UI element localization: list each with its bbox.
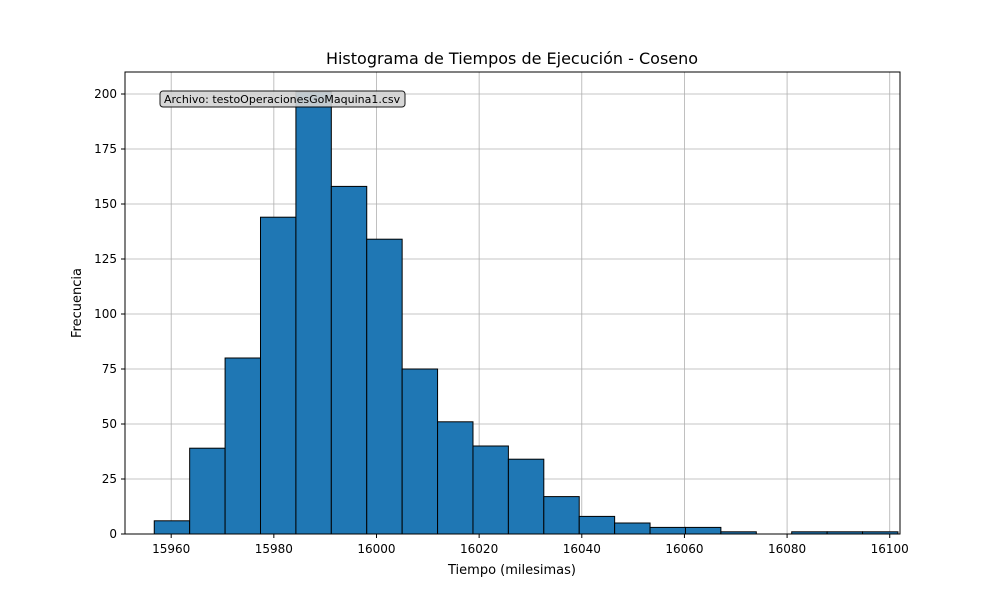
y-tick-label: 100 xyxy=(94,307,117,321)
histogram-bar xyxy=(507,458,545,535)
axes-frame xyxy=(124,71,901,535)
y-tick-label: 175 xyxy=(94,142,117,156)
histogram-bar xyxy=(224,357,261,535)
histogram-bar xyxy=(330,185,368,535)
y-tick-label: 75 xyxy=(102,362,117,376)
y-tick-label: 0 xyxy=(109,527,117,541)
x-tick-label: 16000 xyxy=(357,542,395,556)
histogram-bars xyxy=(153,91,899,535)
x-tick-label: 15980 xyxy=(255,542,293,556)
histogram-bar xyxy=(295,91,332,535)
histogram-bar xyxy=(684,526,722,535)
x-tick-label: 16060 xyxy=(665,542,703,556)
y-tick-label: 200 xyxy=(94,87,117,101)
x-tick-label: 16100 xyxy=(871,542,909,556)
y-axis-label: Frecuencia xyxy=(70,268,85,338)
x-axis-label: Tiempo (milesimas) xyxy=(447,563,576,578)
histogram-bar xyxy=(153,520,191,535)
histogram-bar xyxy=(472,445,509,535)
file-annotation: Archivo: testoOperacionesGoMaquina1.csv xyxy=(159,90,406,108)
histogram-bar xyxy=(401,368,439,535)
histogram-bar xyxy=(614,522,651,535)
y-axis-ticks: 0 25 50 75 100 125 150 175 200 xyxy=(94,87,125,541)
chart-title: Histograma de Tiempos de Ejecución - Cos… xyxy=(326,49,698,68)
x-tick-label: 16080 xyxy=(768,542,806,556)
histogram-bar xyxy=(366,238,403,535)
y-tick-label: 125 xyxy=(94,252,117,266)
annotation-box xyxy=(159,90,406,108)
histogram-bar xyxy=(437,421,474,535)
x-tick-label: 16040 xyxy=(563,542,601,556)
histogram-bar xyxy=(189,447,226,535)
histogram-bar xyxy=(543,496,580,535)
histogram-bar xyxy=(578,515,616,535)
y-tick-label: 25 xyxy=(102,472,117,486)
x-tick-label: 15960 xyxy=(152,542,190,556)
x-tick-label: 16020 xyxy=(460,542,498,556)
y-tick-label: 150 xyxy=(94,197,117,211)
annotation-text: Archivo: testoOperacionesGoMaquina1.csv xyxy=(164,93,401,106)
histogram-bar xyxy=(259,216,297,535)
y-tick-label: 50 xyxy=(102,417,117,431)
histogram-bar xyxy=(649,526,686,535)
x-axis-ticks: 15960 15980 16000 16020 16040 16060 16080 16100 xyxy=(152,534,909,556)
